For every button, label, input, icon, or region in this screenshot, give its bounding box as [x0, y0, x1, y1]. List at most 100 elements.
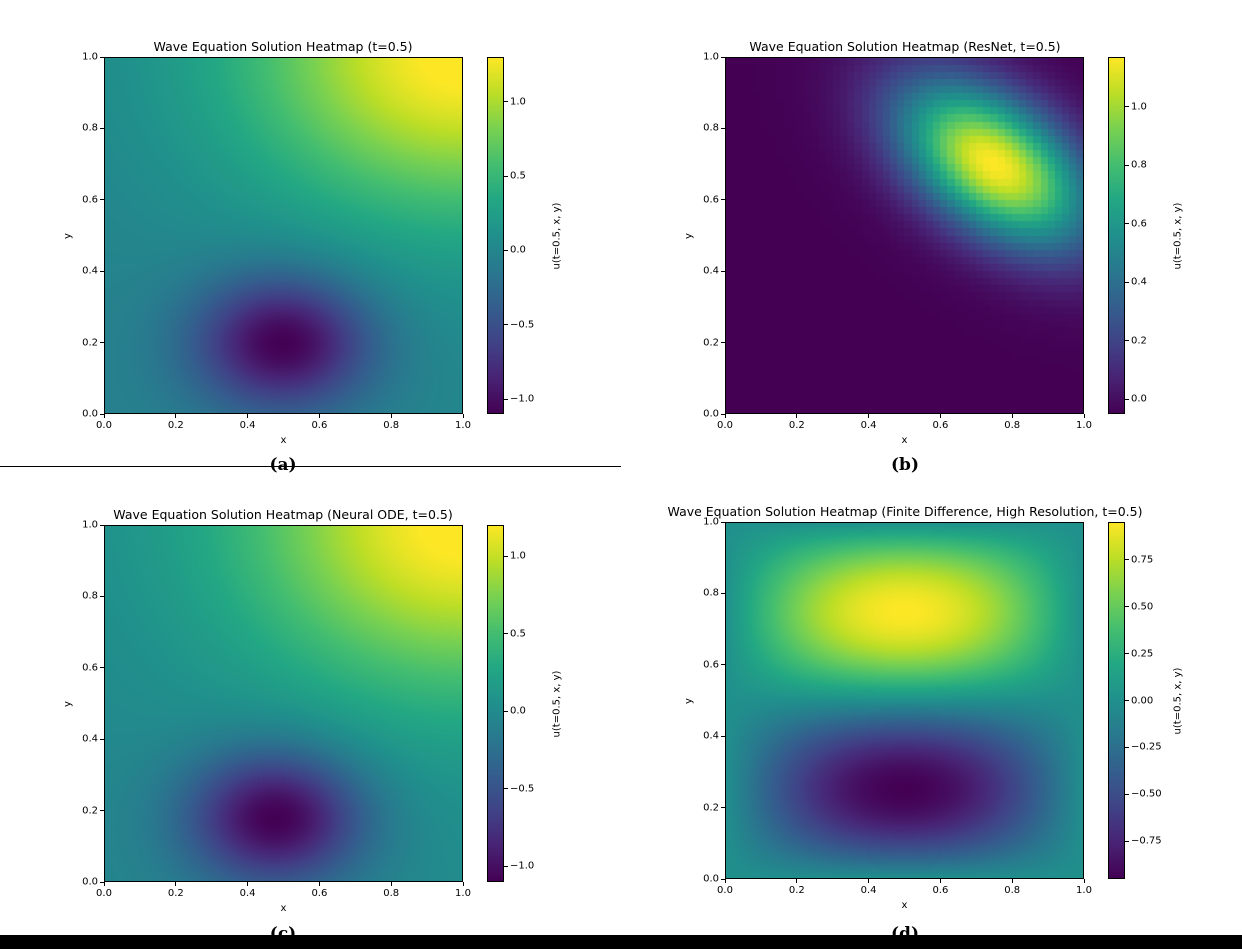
colorbar — [1108, 57, 1125, 414]
x-axis-label: x — [280, 435, 287, 446]
colorbar-tick-mark — [504, 101, 508, 103]
x-axis-label: x — [280, 903, 287, 914]
y-tick-label: 0.0 — [82, 876, 98, 888]
subfigure-label: (b) — [891, 455, 919, 475]
y-tick-mark — [721, 199, 725, 201]
colorbar-gradient — [487, 525, 504, 882]
x-tick-label: 0.4 — [239, 888, 256, 899]
colorbar-label: u(t=0.5, x, y) — [1172, 667, 1184, 734]
heatmap-cells — [104, 525, 463, 882]
y-tick-label: 0.8 — [82, 590, 98, 602]
y-tick-label: 0.2 — [703, 337, 719, 349]
chart-title: Wave Equation Solution Heatmap (t=0.5) — [153, 39, 413, 54]
x-tick-label: 0.4 — [860, 420, 877, 431]
x-tick-label: 0.0 — [717, 420, 733, 431]
x-tick-label: 1.0 — [1076, 885, 1092, 896]
colorbar-tick-label: 0.5 — [510, 628, 526, 640]
y-tick-mark — [721, 127, 725, 129]
heatmap-plot-area — [725, 57, 1084, 414]
x-tick-mark — [939, 879, 941, 883]
y-tick-mark — [100, 270, 104, 272]
heatmap-plot-area — [104, 525, 463, 882]
x-tick-mark — [390, 882, 392, 886]
colorbar-tick-mark — [1125, 653, 1129, 655]
colorbar-gradient — [487, 57, 504, 414]
y-tick-mark — [100, 127, 104, 129]
x-tick-mark — [1083, 414, 1085, 418]
colorbar-tick-label: 0.0 — [510, 244, 526, 256]
x-tick-label: 0.6 — [311, 420, 328, 431]
colorbar-gradient — [1108, 522, 1125, 879]
y-tick-mark — [100, 524, 104, 526]
heatmap-cells — [104, 57, 463, 414]
colorbar-tick-label: 0.0 — [510, 705, 526, 717]
colorbar-tick-label: 0.50 — [1131, 601, 1154, 613]
y-tick-mark — [100, 738, 104, 740]
colorbar-label: u(t=0.5, x, y) — [1172, 202, 1184, 269]
colorbar — [487, 57, 504, 414]
y-tick-label: 0.4 — [703, 265, 719, 277]
x-tick-mark — [462, 882, 464, 886]
x-tick-label: 0.8 — [1004, 885, 1021, 896]
colorbar-tick-label: 0.5 — [510, 170, 526, 182]
x-tick-label: 0.0 — [717, 885, 733, 896]
y-tick-mark — [100, 595, 104, 597]
colorbar-tick-label: 0.2 — [1131, 335, 1147, 347]
x-axis-label: x — [901, 900, 908, 911]
colorbar-tick-mark — [1125, 340, 1129, 342]
colorbar-tick-label: 1.0 — [1131, 101, 1147, 113]
colorbar-tick-mark — [1125, 746, 1129, 748]
y-axis-label: y — [683, 232, 695, 239]
colorbar-tick-label: 1.0 — [510, 96, 526, 108]
y-tick-label: 0.0 — [703, 408, 719, 420]
x-tick-mark — [1011, 879, 1013, 883]
colorbar-tick-mark — [504, 788, 508, 790]
colorbar-tick-label: −0.5 — [510, 319, 535, 331]
colorbar-tick-mark — [504, 555, 508, 557]
bottom-black-bar — [0, 935, 1242, 949]
x-tick-mark — [103, 882, 105, 886]
x-tick-mark — [247, 882, 249, 886]
chart-title: Wave Equation Solution Heatmap (Neural O… — [113, 507, 453, 522]
colorbar-tick-label: 0.75 — [1131, 554, 1154, 566]
colorbar-tick-mark — [504, 398, 508, 400]
colorbar-tick-mark — [1125, 223, 1129, 225]
colorbar-tick-label: −0.75 — [1131, 835, 1162, 847]
y-tick-label: 0.8 — [82, 122, 98, 134]
x-tick-label: 0.8 — [1004, 420, 1021, 431]
y-tick-mark — [721, 878, 725, 880]
heatmap-plot-area — [725, 522, 1084, 879]
x-tick-mark — [175, 882, 177, 886]
colorbar-tick-mark — [1125, 559, 1129, 561]
y-tick-label: 0.2 — [82, 805, 98, 817]
x-tick-mark — [247, 414, 249, 418]
colorbar-tick-label: −0.50 — [1131, 788, 1162, 800]
colorbar-label: u(t=0.5, x, y) — [551, 202, 563, 269]
colorbar-tick-mark — [1125, 398, 1129, 400]
x-tick-label: 1.0 — [1076, 420, 1092, 431]
colorbar-tick-mark — [504, 324, 508, 326]
y-tick-label: 0.6 — [703, 194, 719, 206]
y-tick-mark — [100, 413, 104, 415]
x-tick-mark — [175, 414, 177, 418]
x-tick-label: 0.4 — [860, 885, 877, 896]
y-tick-mark — [721, 56, 725, 58]
x-tick-label: 0.6 — [932, 885, 949, 896]
colorbar-gradient — [1108, 57, 1125, 414]
x-tick-label: 0.2 — [167, 888, 184, 899]
x-tick-label: 1.0 — [455, 888, 471, 899]
x-tick-mark — [868, 879, 870, 883]
colorbar-tick-mark — [1125, 840, 1129, 842]
subfigure-label: (a) — [269, 455, 297, 475]
x-tick-label: 0.8 — [383, 888, 400, 899]
y-tick-mark — [721, 270, 725, 272]
chart-title: Wave Equation Solution Heatmap (ResNet, … — [749, 39, 1061, 54]
y-tick-label: 1.0 — [703, 516, 719, 528]
x-axis-label: x — [901, 435, 908, 446]
y-tick-mark — [100, 810, 104, 812]
colorbar-tick-label: 0.25 — [1131, 648, 1154, 660]
colorbar-tick-label: 0.0 — [1131, 393, 1147, 405]
colorbar-tick-mark — [1125, 106, 1129, 108]
y-tick-label: 0.4 — [703, 730, 719, 742]
y-tick-label: 0.6 — [82, 194, 98, 206]
